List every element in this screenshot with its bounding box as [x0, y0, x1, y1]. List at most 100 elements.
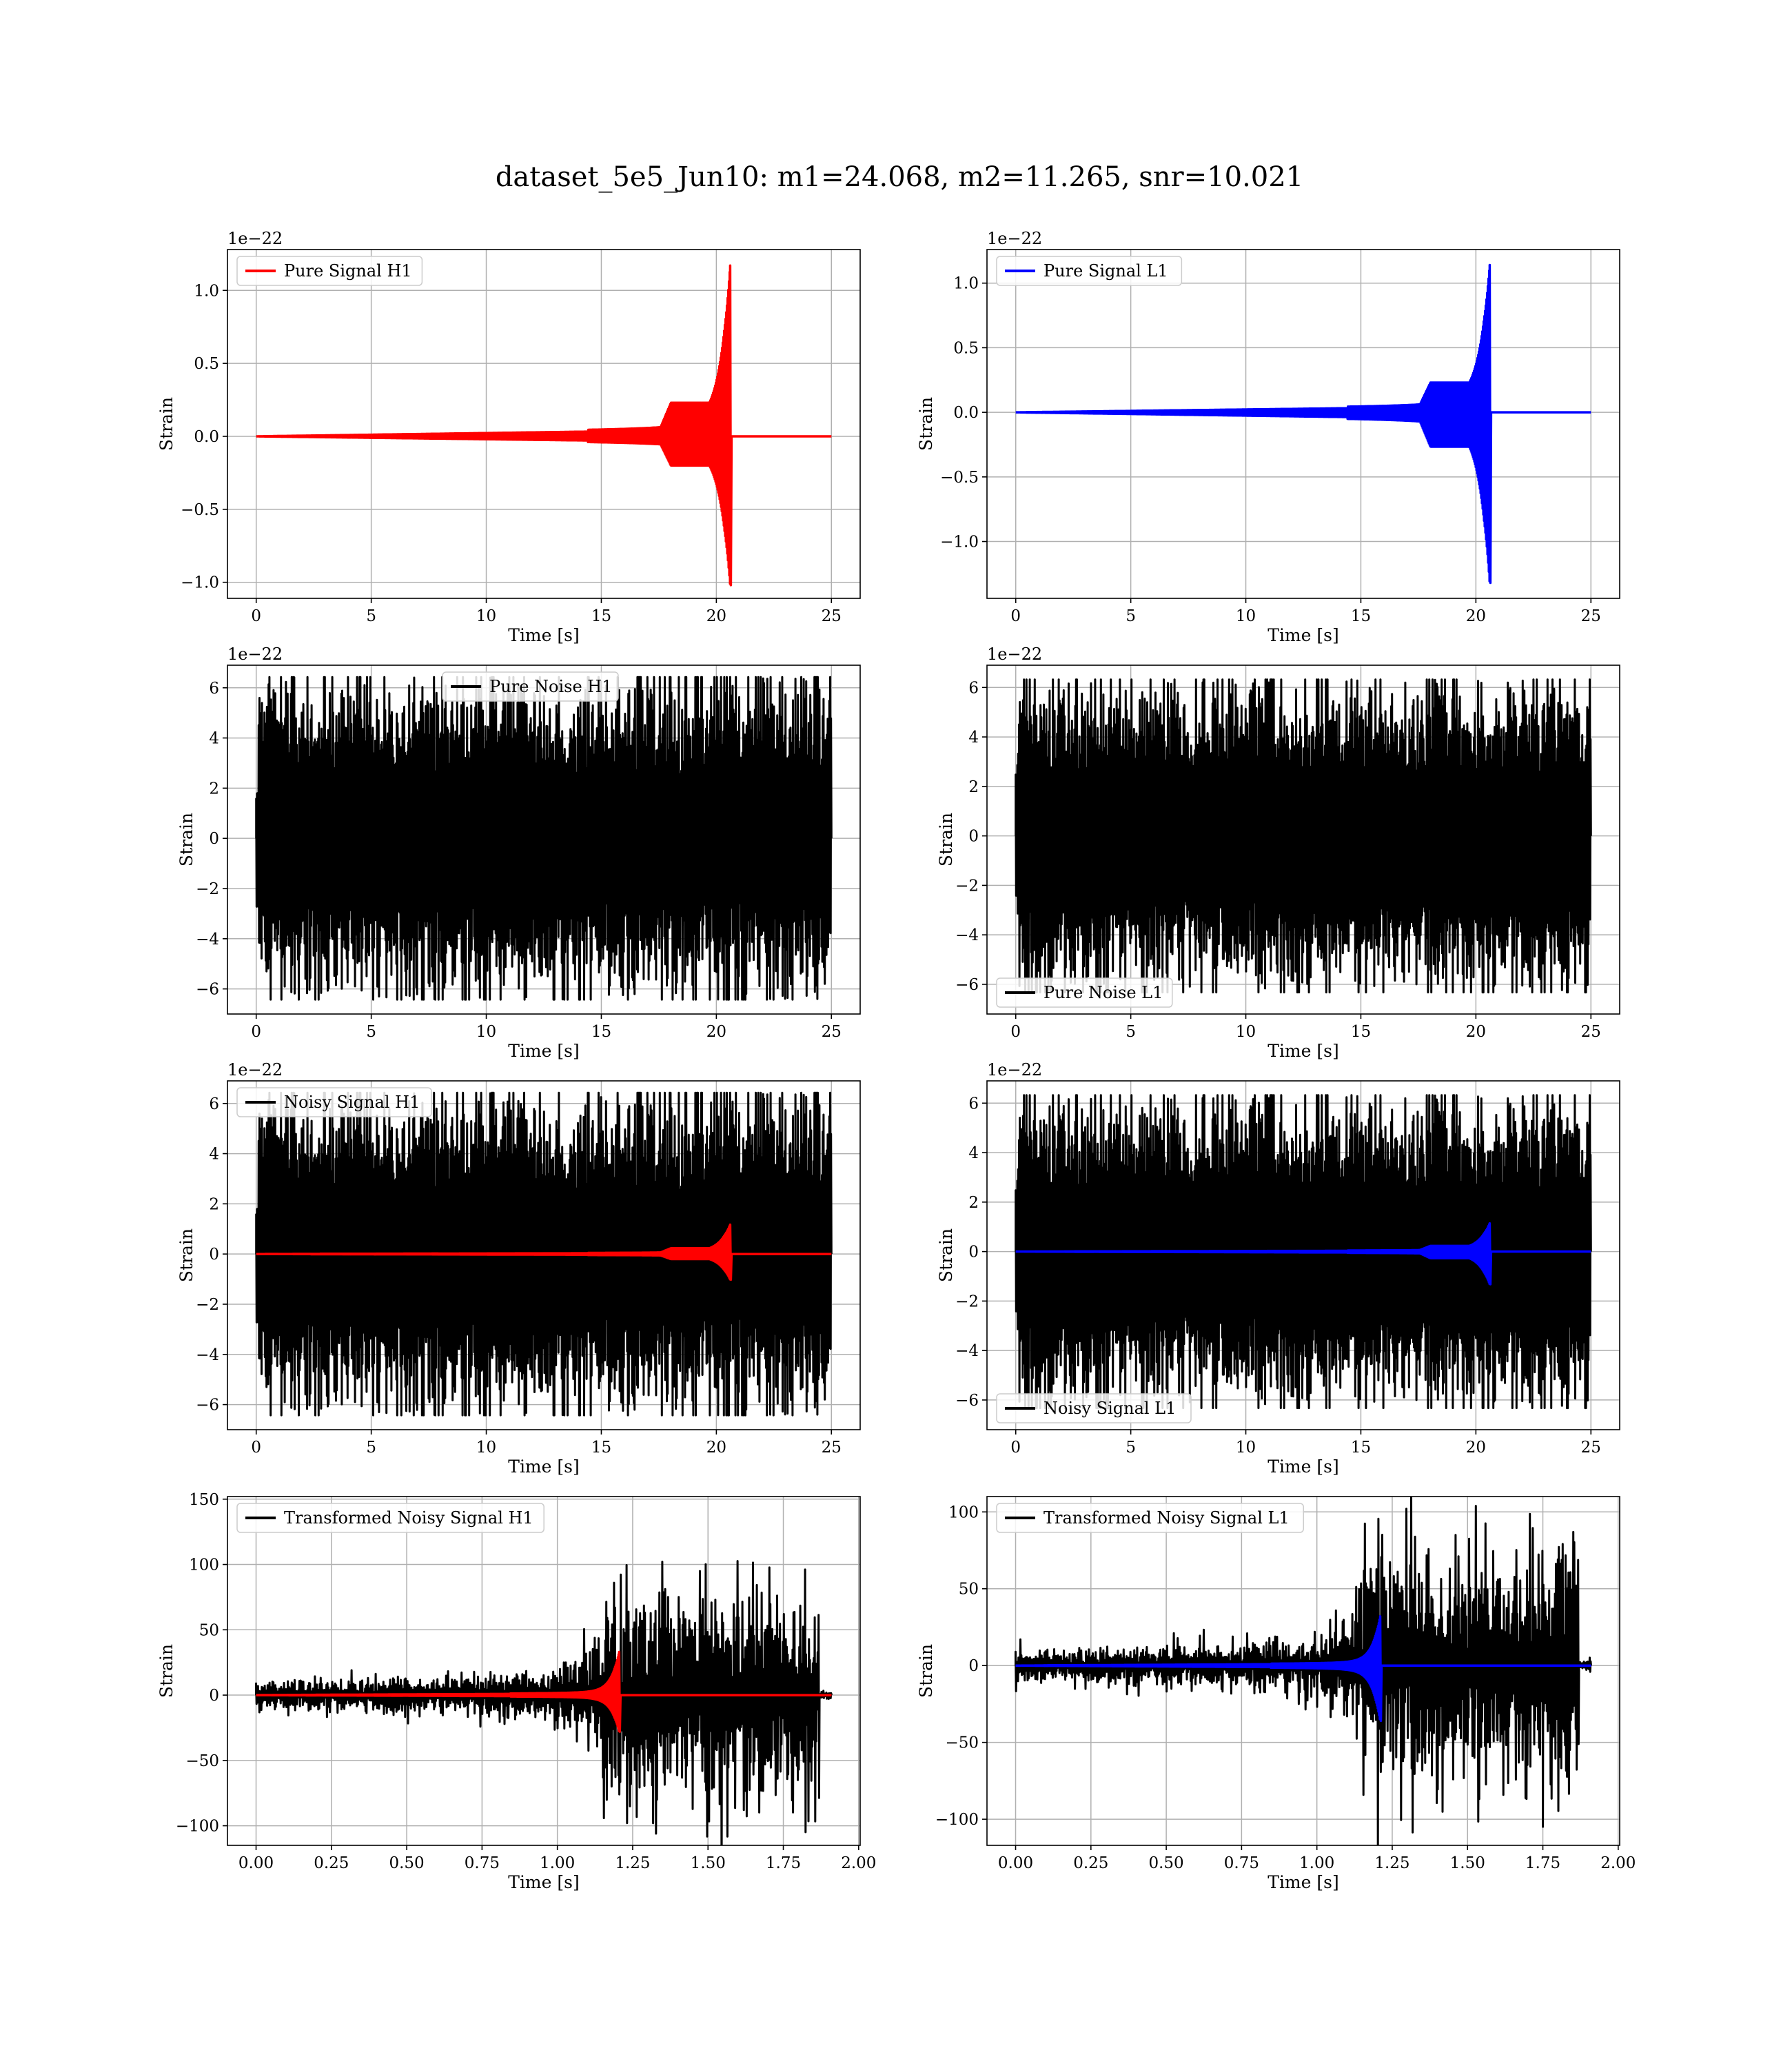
- x-tick-label: 1.50: [1450, 1854, 1485, 1872]
- pure-signal-l1-plot-area: [987, 250, 1620, 598]
- noisy-signal-l1-legend: Noisy Signal L1: [996, 1393, 1192, 1423]
- x-tick-label: 1.25: [615, 1854, 650, 1872]
- y-tick-label: 2: [209, 780, 219, 798]
- y-tick-label: 0.0: [953, 404, 979, 422]
- x-tick-label: 20: [706, 1439, 726, 1457]
- x-tick-label: 25: [822, 1439, 842, 1457]
- y-tick-label: 2: [968, 1194, 979, 1212]
- y-tick-label: 4: [209, 1146, 219, 1164]
- legend-box: [442, 671, 619, 702]
- y-tick-label: −4: [196, 931, 219, 949]
- x-tick-label: 0.00: [998, 1854, 1033, 1872]
- transformed-noisy-signal-l1-series-group: [1015, 1497, 1592, 1845]
- x-axis-label: Time [s]: [508, 1457, 579, 1477]
- noisy-signal-h1-axes-frame: [227, 1080, 861, 1430]
- y-tick-label: 0: [209, 1246, 219, 1264]
- legend-label: Pure Signal L1: [1043, 261, 1168, 281]
- figure-title: dataset_5e5_Jun10: m1=24.068, m2=11.265,…: [496, 161, 1303, 193]
- pure-signal-h1-plot-area: [227, 250, 860, 598]
- x-tick-label: 0.50: [389, 1854, 424, 1872]
- pure-noise-l1-axes-frame: [986, 665, 1620, 1015]
- y-tick-label: −6: [196, 1397, 219, 1415]
- x-tick-label: 0.00: [238, 1854, 274, 1872]
- y-axis-label: Strain: [936, 813, 956, 866]
- noisy-signal-h1-legend: Noisy Signal H1: [236, 1087, 432, 1117]
- pure-noise-h1-series-group: [255, 676, 833, 1001]
- x-tick-label: 20: [1466, 1439, 1486, 1457]
- y-tick-label: −100: [176, 1818, 219, 1836]
- pure-noise-l1-panel: 0 5 10 15 20 25 Time [s] −6 −4 −2 0 2 4 6 Strain 1e−22 P…: [936, 645, 1620, 1061]
- y-tick-label: −6: [955, 976, 979, 994]
- transformed-noisy-signal-h1-legend: Transformed Noisy Signal H1: [236, 1503, 544, 1533]
- y-tick-label: −50: [185, 1752, 219, 1770]
- x-tick-label: 20: [706, 607, 726, 625]
- y-axis-label: Strain: [176, 813, 196, 866]
- noisy-signal-l1-offset-label: 1e−22: [987, 1060, 1042, 1079]
- x-tick-label: 0.50: [1148, 1854, 1183, 1872]
- pure-noise-h1-legend: Pure Noise H1: [442, 671, 619, 702]
- transformed-noisy-signal-h1-line: [255, 1560, 833, 1845]
- y-tick-label: −4: [955, 926, 979, 944]
- x-axis-label: Time [s]: [508, 625, 579, 645]
- x-tick-label: 10: [476, 607, 496, 625]
- pure-signal-h1-panel: 0 5 10 15 20 25 Time [s] −1.0 −0.5 0.0 0.5 1.0 Strai…: [156, 229, 861, 645]
- y-tick-label: 1.0: [953, 275, 979, 293]
- pure-noise-l1-y-axis: −6 −4 −2 0 2 4 6 Strain: [936, 679, 987, 994]
- y-tick-label: 6: [968, 1095, 979, 1113]
- transformed-noisy-signal-l1-legend: Transformed Noisy Signal L1: [996, 1503, 1304, 1533]
- transformed-noisy-signal-h1-x-axis: 0.00 0.25 0.50 0.75 1.00 1.25 1.50 1.75 2.00 Time…: [238, 1845, 876, 1892]
- pure-signal-l1-offset-label: 1e−22: [987, 229, 1042, 248]
- pure-noise-l1-series-group: [1015, 678, 1592, 994]
- x-tick-label: 1.00: [540, 1854, 575, 1872]
- transformed-noisy-signal-h1-y-axis: −100 −50 0 50 100 150 Strain: [156, 1491, 227, 1836]
- legend-label: Noisy Signal L1: [1043, 1399, 1176, 1418]
- x-tick-label: 2.00: [841, 1854, 876, 1872]
- pure-noise-h1-y-axis: −6 −4 −2 0 2 4 6 Strain: [176, 680, 227, 999]
- y-tick-label: 0.5: [953, 339, 979, 357]
- y-tick-label: 0: [968, 1657, 979, 1675]
- transformed-noisy-signal-l1-overlay-1-line: [1015, 1615, 1591, 1723]
- noisy-signal-h1-offset-label: 1e−22: [227, 1060, 283, 1079]
- pure-signal-l1-x-axis: 0 5 10 15 20 25 Time [s]: [1010, 598, 1601, 645]
- legend-label: Pure Signal H1: [284, 261, 412, 281]
- y-tick-label: −100: [935, 1811, 979, 1829]
- pure-noise-l1-offset-label: 1e−22: [987, 645, 1042, 664]
- pure-noise-h1-offset-label: 1e−22: [227, 645, 283, 664]
- pure-noise-h1-line: [255, 676, 833, 1001]
- y-axis-label: Strain: [936, 1228, 956, 1282]
- x-tick-label: 0: [251, 607, 261, 625]
- x-tick-label: 20: [1466, 1023, 1486, 1041]
- y-tick-label: 150: [189, 1491, 219, 1509]
- x-tick-label: 0: [1010, 1439, 1021, 1457]
- pure-signal-l1-series-group: [1015, 263, 1591, 585]
- x-tick-label: 15: [1351, 1439, 1371, 1457]
- y-axis-label: Strain: [916, 1644, 936, 1698]
- pure-signal-h1-offset-label: 1e−22: [227, 229, 283, 248]
- legend-box: [996, 256, 1183, 286]
- x-axis-label: Time [s]: [1267, 1457, 1338, 1477]
- pure-signal-l1-panel: 0 5 10 15 20 25 Time [s] −1.0 −0.5 0.0 0.5 1.0 Strai…: [916, 229, 1620, 645]
- y-tick-label: 6: [209, 1095, 219, 1113]
- transformed-noisy-signal-l1-x-axis: 0.00 0.25 0.50 0.75 1.00 1.25 1.50 1.75 2.00 Time…: [998, 1845, 1636, 1892]
- x-tick-label: 0: [1010, 1023, 1021, 1041]
- y-tick-label: 4: [209, 730, 219, 748]
- pure-noise-h1-x-axis: 0 5 10 15 20 25 Time [s]: [251, 1014, 842, 1061]
- y-tick-label: 0: [968, 1244, 979, 1261]
- pure-signal-h1-y-axis: −1.0 −0.5 0.0 0.5 1.0 Strain: [156, 282, 227, 592]
- x-tick-label: 10: [1236, 607, 1256, 625]
- x-tick-label: 5: [366, 1023, 376, 1041]
- legend-label: Pure Noise L1: [1043, 983, 1163, 1002]
- y-tick-label: 0: [968, 828, 979, 846]
- transformed-noisy-signal-l1-axes-frame: [986, 1496, 1620, 1846]
- y-tick-label: −0.5: [181, 501, 219, 519]
- x-tick-label: 25: [822, 1023, 842, 1041]
- transformed-noisy-signal-h1-series-group: [255, 1560, 833, 1845]
- y-tick-label: 50: [959, 1581, 979, 1599]
- y-tick-label: −50: [945, 1734, 979, 1752]
- noisy-signal-h1-overlay-1-line: [255, 1223, 832, 1281]
- y-tick-label: 100: [189, 1557, 219, 1574]
- pure-noise-l1-line: [1015, 678, 1592, 994]
- y-tick-label: −2: [955, 877, 979, 895]
- legend-box: [996, 1393, 1192, 1423]
- x-axis-label: Time [s]: [508, 1041, 579, 1061]
